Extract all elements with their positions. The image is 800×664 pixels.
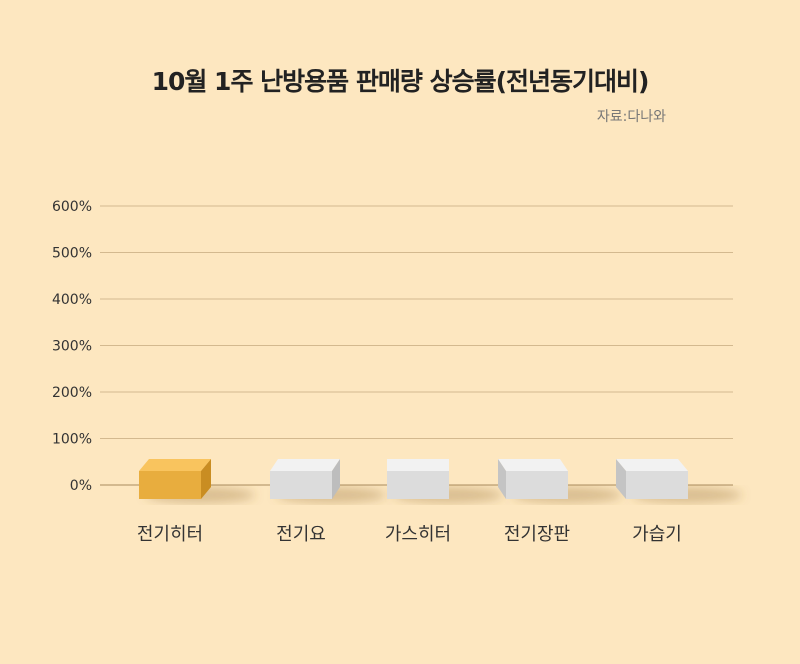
x-category-label: 전기히터	[137, 524, 203, 545]
x-category-label: 가스히터	[385, 524, 451, 545]
bar-side	[201, 459, 211, 499]
bar	[270, 471, 332, 499]
bar	[139, 471, 201, 499]
y-tick-label: 400%	[52, 292, 92, 308]
y-tick-label: 600%	[52, 199, 92, 215]
chart-source: 자료:다나와	[596, 109, 666, 125]
bar-top	[270, 459, 340, 471]
bar-side	[332, 459, 340, 499]
bar	[626, 471, 688, 499]
bar-side	[498, 459, 506, 499]
y-tick-label: 200%	[52, 385, 92, 401]
y-tick-label: 500%	[52, 246, 92, 262]
chart-title: 10월 1주 난방용품 판매량 상승률(전년동기대비)	[151, 67, 650, 96]
x-category-label: 전기요	[276, 524, 326, 545]
x-category-label: 전기장판	[504, 524, 570, 545]
bar	[506, 471, 568, 499]
bar-top	[616, 459, 688, 471]
bar-top	[139, 459, 211, 471]
bar-top	[498, 459, 568, 471]
bar-top	[387, 459, 449, 471]
x-category-label: 가습기	[632, 524, 682, 545]
bar-side	[616, 459, 626, 499]
y-tick-label: 100%	[52, 432, 92, 448]
y-tick-label: 0%	[70, 478, 92, 494]
bar	[387, 471, 449, 499]
y-tick-label: 300%	[52, 339, 92, 355]
